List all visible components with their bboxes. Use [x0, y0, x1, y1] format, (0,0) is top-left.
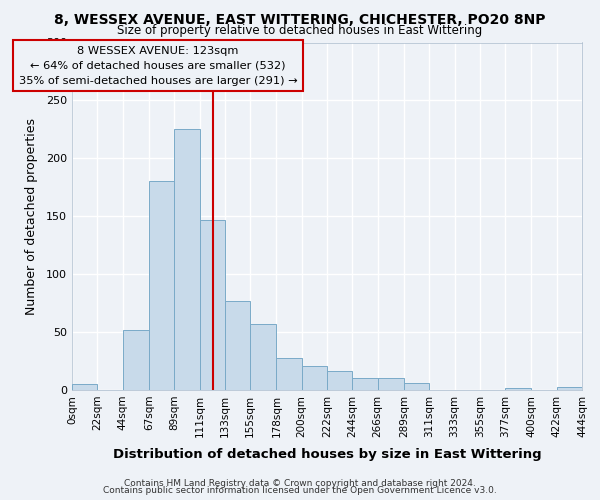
Bar — [302, 366, 327, 390]
Bar — [404, 383, 429, 390]
Bar — [557, 386, 582, 390]
Bar — [122, 330, 149, 390]
Bar — [377, 378, 404, 390]
Bar — [505, 388, 532, 390]
Bar — [149, 182, 174, 390]
Text: Contains public sector information licensed under the Open Government Licence v3: Contains public sector information licen… — [103, 486, 497, 495]
X-axis label: Distribution of detached houses by size in East Wittering: Distribution of detached houses by size … — [113, 448, 541, 461]
Text: Contains HM Land Registry data © Crown copyright and database right 2024.: Contains HM Land Registry data © Crown c… — [124, 478, 476, 488]
Text: 8, WESSEX AVENUE, EAST WITTERING, CHICHESTER, PO20 8NP: 8, WESSEX AVENUE, EAST WITTERING, CHICHE… — [54, 12, 546, 26]
Text: Size of property relative to detached houses in East Wittering: Size of property relative to detached ho… — [118, 24, 482, 37]
Y-axis label: Number of detached properties: Number of detached properties — [25, 118, 38, 315]
Bar — [72, 384, 97, 390]
Bar — [352, 378, 377, 390]
Bar — [250, 324, 277, 390]
Bar — [225, 301, 250, 390]
Bar — [277, 358, 302, 390]
Bar — [199, 220, 225, 390]
Bar — [327, 372, 352, 390]
Text: 8 WESSEX AVENUE: 123sqm
← 64% of detached houses are smaller (532)
35% of semi-d: 8 WESSEX AVENUE: 123sqm ← 64% of detache… — [19, 46, 298, 86]
Bar — [174, 130, 199, 390]
